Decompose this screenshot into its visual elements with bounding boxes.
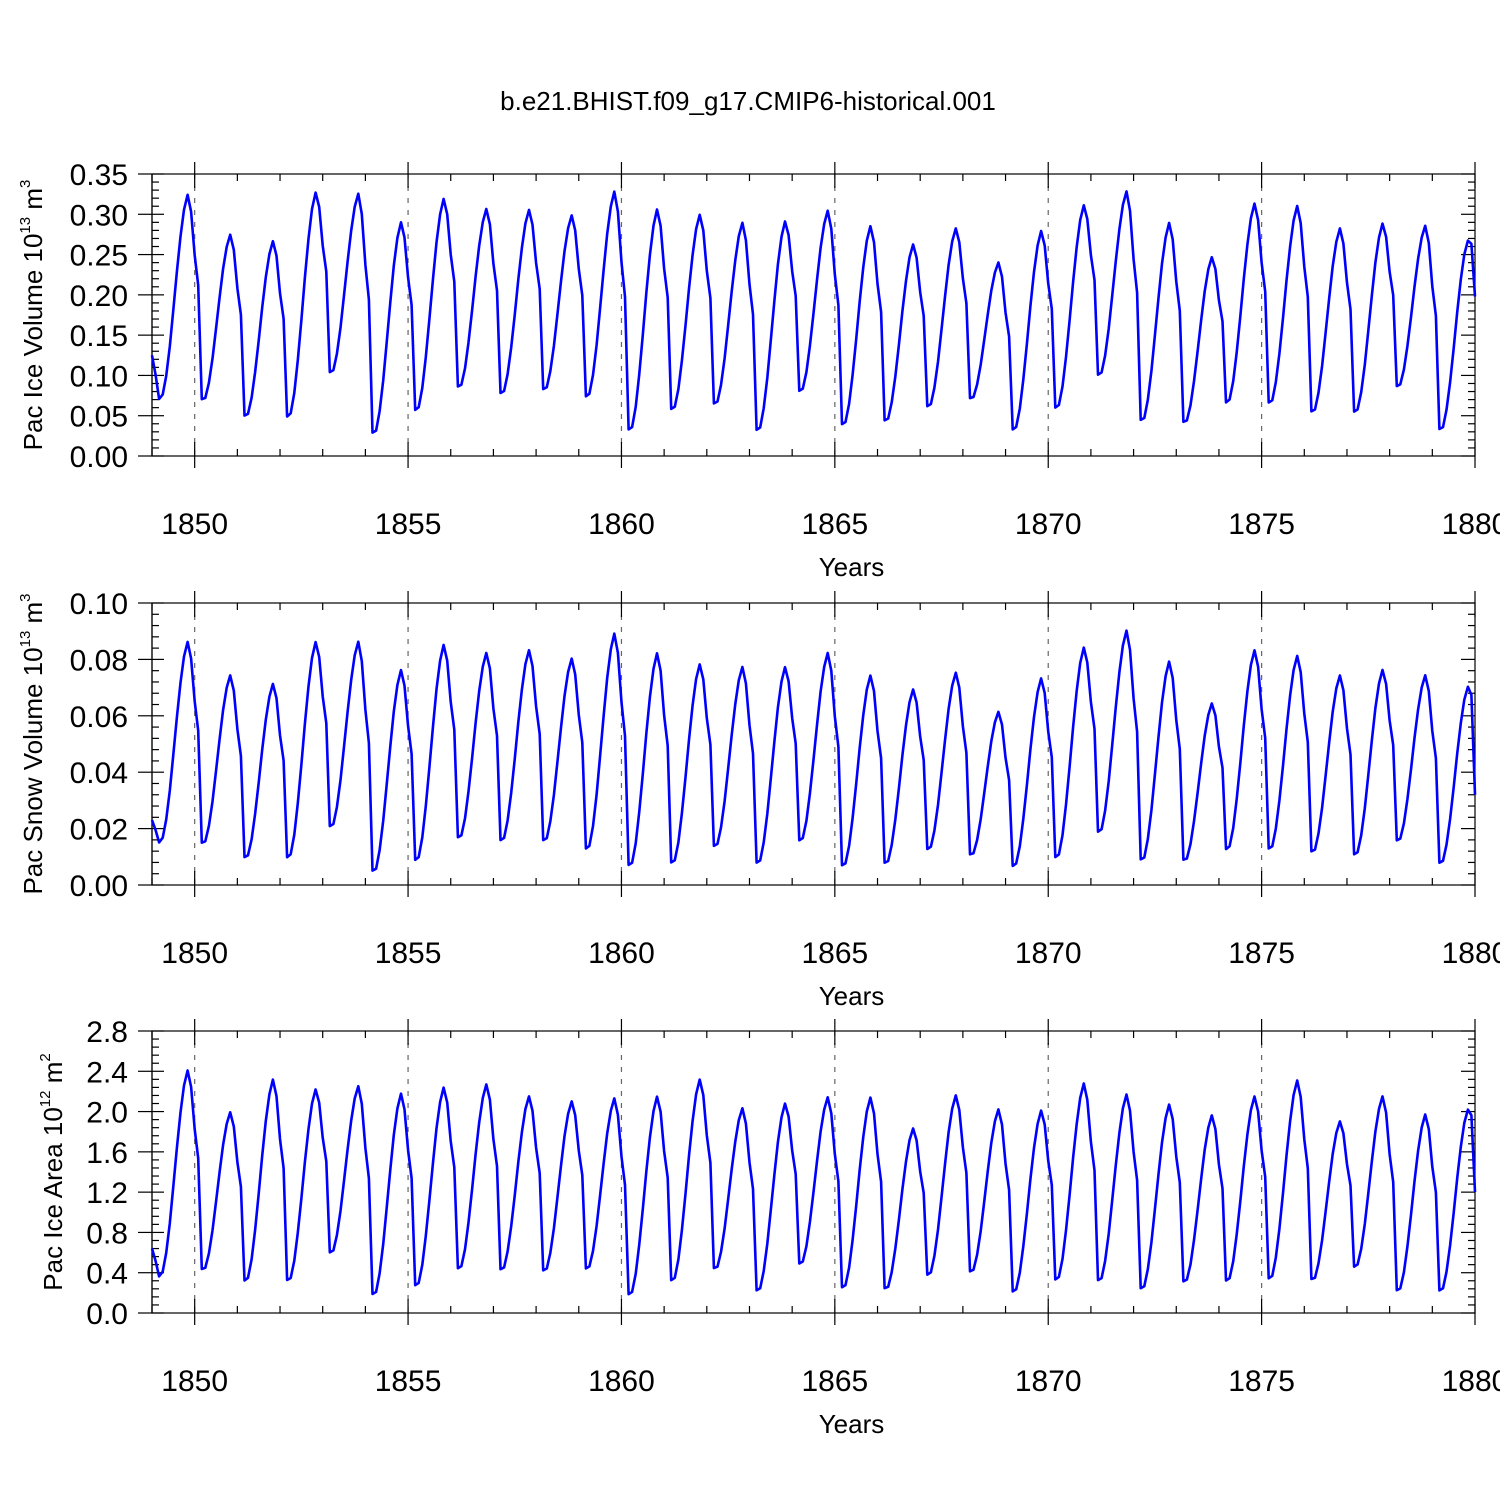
y-tick-label: 0.30 bbox=[70, 199, 128, 232]
y-tick-label: 0.08 bbox=[70, 644, 128, 677]
y-tick-label: 0.02 bbox=[70, 814, 128, 847]
x-tick-label: 1865 bbox=[801, 508, 868, 541]
y-axis-label: Pac Ice Area 1012 m2 bbox=[37, 1053, 68, 1290]
plot-frame bbox=[151, 602, 1476, 886]
x-tick-label: 1875 bbox=[1228, 937, 1295, 970]
x-tick-label: 1855 bbox=[375, 1365, 442, 1398]
x-axis-label: Years bbox=[819, 552, 885, 582]
x-tick-label: 1860 bbox=[588, 1365, 655, 1398]
x-axis-label: Years bbox=[819, 981, 885, 1011]
series-line-ice-volume bbox=[150, 190, 1477, 434]
y-tick-label: 0.0 bbox=[86, 1298, 128, 1331]
y-tick-label: 0.10 bbox=[70, 588, 128, 621]
y-tick-label: 2.4 bbox=[86, 1056, 128, 1089]
x-tick-label: 1870 bbox=[1015, 937, 1082, 970]
x-tick-label: 1855 bbox=[375, 508, 442, 541]
x-tick-label: 1865 bbox=[801, 1365, 868, 1398]
y-tick-label: 0.8 bbox=[86, 1217, 128, 1250]
y-tick-label: 0.00 bbox=[70, 870, 128, 903]
x-tick-label: 1865 bbox=[801, 937, 868, 970]
x-tick-label: 1870 bbox=[1015, 508, 1082, 541]
y-tick-label: 0.4 bbox=[86, 1258, 128, 1291]
y-axis-label: Pac Snow Volume 1013 m3 bbox=[17, 593, 48, 894]
x-tick-label: 1860 bbox=[588, 508, 655, 541]
y-tick-label: 0.35 bbox=[70, 159, 128, 192]
y-tick-label: 0.20 bbox=[70, 280, 128, 313]
series-line-ice-area bbox=[150, 1069, 1477, 1296]
y-tick-label: 2.8 bbox=[86, 1016, 128, 1049]
y-tick-label: 0.00 bbox=[70, 441, 128, 474]
x-tick-label: 1875 bbox=[1228, 508, 1295, 541]
x-tick-label: 1855 bbox=[375, 937, 442, 970]
y-tick-label: 0.25 bbox=[70, 240, 128, 273]
series-line-snow-volume bbox=[150, 629, 1477, 872]
x-tick-label: 1850 bbox=[161, 508, 228, 541]
y-tick-label: 0.06 bbox=[70, 701, 128, 734]
x-tick-label: 1850 bbox=[161, 937, 228, 970]
x-tick-label: 1860 bbox=[588, 937, 655, 970]
y-tick-label: 0.10 bbox=[70, 360, 128, 393]
x-tick-label: 1870 bbox=[1015, 1365, 1082, 1398]
figure-title: b.e21.BHIST.f09_g17.CMIP6-historical.001 bbox=[500, 86, 996, 116]
y-tick-label: 0.15 bbox=[70, 320, 128, 353]
y-tick-label: 0.04 bbox=[70, 757, 128, 790]
x-tick-label: 1850 bbox=[161, 1365, 228, 1398]
x-axis-label: Years bbox=[819, 1409, 885, 1439]
x-tick-label: 1875 bbox=[1228, 1365, 1295, 1398]
y-tick-label: 0.05 bbox=[70, 401, 128, 434]
y-tick-label: 1.2 bbox=[86, 1177, 128, 1210]
y-tick-label: 1.6 bbox=[86, 1137, 128, 1170]
y-axis-label: Pac Ice Volume 1013 m3 bbox=[17, 180, 48, 451]
plot-frame bbox=[151, 1030, 1476, 1314]
y-tick-label: 2.0 bbox=[86, 1097, 128, 1130]
